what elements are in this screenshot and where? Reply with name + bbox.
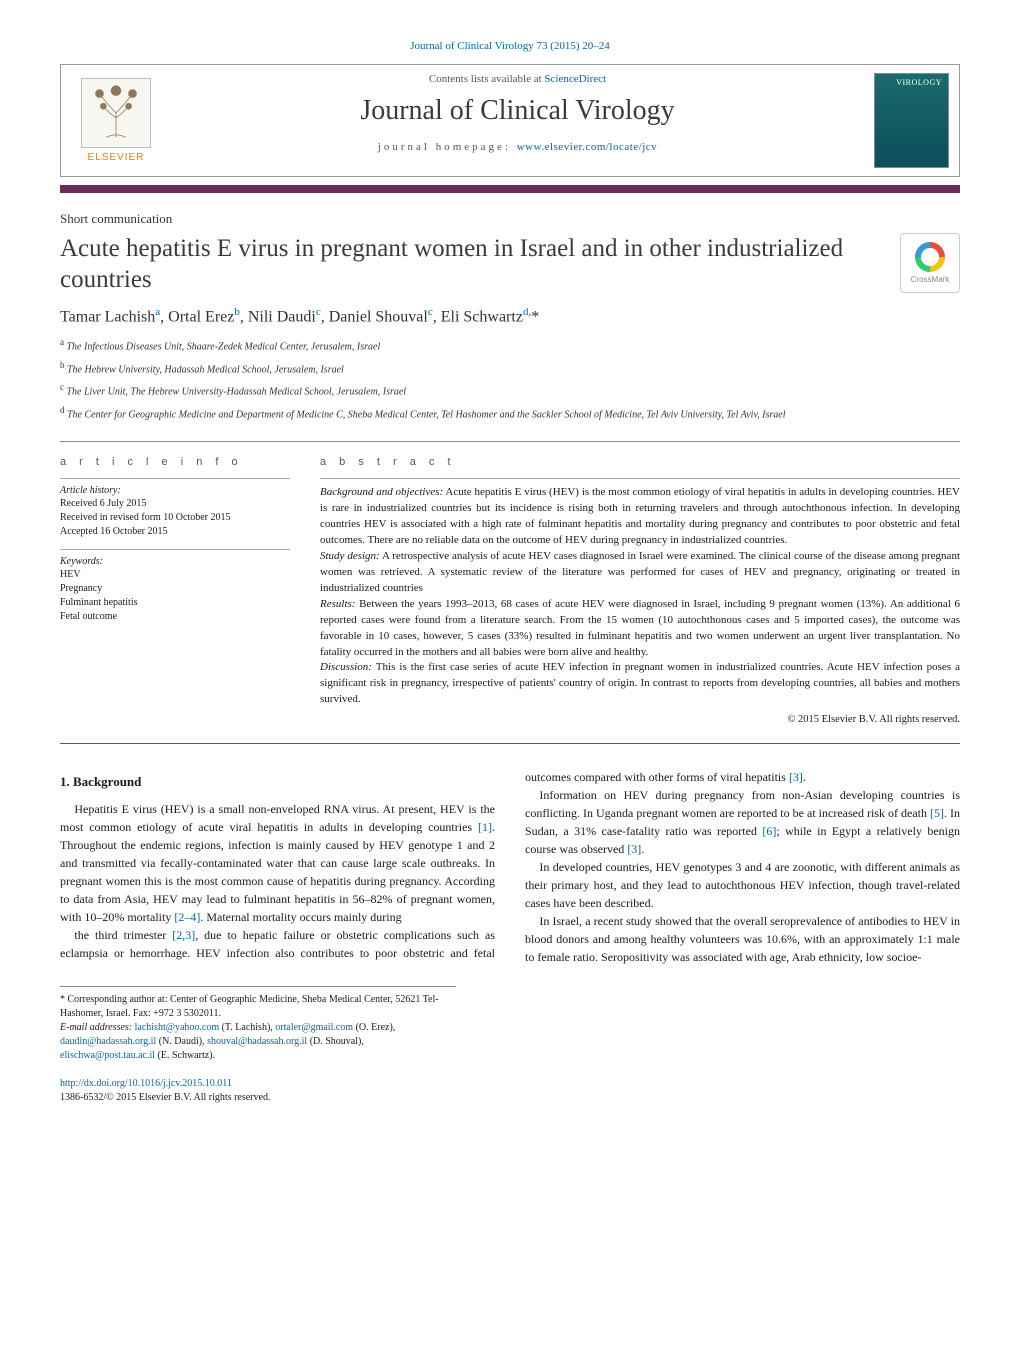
affiliation-line: d The Center for Geographic Medicine and… (60, 404, 960, 423)
history-label: Article history: (60, 485, 290, 496)
history-line: Accepted 16 October 2015 (60, 525, 290, 539)
history-line: Received in revised form 10 October 2015 (60, 511, 290, 525)
email-link[interactable]: shouval@hadassah.org.il (207, 1036, 307, 1047)
email-link[interactable]: lachisht@yahoo.com (135, 1022, 219, 1033)
article-info-header: a r t i c l e i n f o (60, 456, 290, 468)
elsevier-tree-icon (81, 78, 151, 148)
journal-homepage: journal homepage: www.elsevier.com/locat… (181, 141, 854, 153)
section-heading: 1. Background (60, 772, 495, 792)
footnote-block: * Corresponding author at: Center of Geo… (60, 986, 456, 1063)
divider (320, 478, 960, 479)
elsevier-wordmark: ELSEVIER (88, 152, 145, 163)
contents-available: Contents lists available at ScienceDirec… (181, 73, 854, 85)
email-link[interactable]: elischwa@post.tau.ac.il (60, 1050, 155, 1061)
journal-cover-thumbnail: VIROLOGY (874, 73, 949, 168)
journal-title: Journal of Clinical Virology (181, 95, 854, 127)
affiliation-line: b The Hebrew University, Hadassah Medica… (60, 359, 960, 378)
body-paragraph: Information on HEV during pregnancy from… (525, 786, 960, 858)
ref-link[interactable]: [1] (478, 820, 492, 834)
authors-line: Tamar Lachisha, Ortal Erezb, Nili Daudic… (60, 306, 960, 326)
article-title: Acute hepatitis E virus in pregnant wome… (60, 233, 888, 296)
email-link[interactable]: ortaler@gmail.com (275, 1022, 353, 1033)
ref-link[interactable]: [3] (789, 770, 803, 784)
crossmark-label: CrossMark (911, 275, 950, 284)
contents-prefix: Contents lists available at (429, 73, 544, 85)
ref-link[interactable]: [5] (930, 806, 944, 820)
elsevier-logo: ELSEVIER (61, 65, 171, 176)
body-text: 1. Background Hepatitis E virus (HEV) is… (60, 768, 960, 966)
email-addresses: E-mail addresses: lachisht@yahoo.com (T.… (60, 1021, 456, 1063)
body-paragraph: Hepatitis E virus (HEV) is a small non-e… (60, 800, 495, 926)
corresponding-author: * Corresponding author at: Center of Geo… (60, 993, 456, 1021)
abstract-column: a b s t r a c t Background and objective… (320, 456, 960, 725)
homepage-prefix: journal homepage: (378, 141, 517, 153)
history-line: Received 6 July 2015 (60, 497, 290, 511)
doi-block: http://dx.doi.org/10.1016/j.jcv.2015.10.… (60, 1077, 960, 1105)
cover-title: VIROLOGY (879, 78, 944, 87)
keyword: Fetal outcome (60, 610, 290, 624)
keyword: HEV (60, 568, 290, 582)
abstract-text: Background and objectives: Acute hepatit… (320, 485, 960, 708)
header-rule (60, 185, 960, 193)
keywords-label: Keywords: (60, 556, 290, 567)
body-paragraph: In developed countries, HEV genotypes 3 … (525, 858, 960, 912)
doi-link[interactable]: http://dx.doi.org/10.1016/j.jcv.2015.10.… (60, 1078, 232, 1089)
crossmark-badge[interactable]: CrossMark (900, 233, 960, 293)
abstract-header: a b s t r a c t (320, 456, 960, 468)
issn-copyright: 1386-6532/© 2015 Elsevier B.V. All right… (60, 1092, 270, 1103)
keyword: Pregnancy (60, 582, 290, 596)
divider (60, 441, 960, 442)
ref-link[interactable]: [3] (627, 842, 641, 856)
ref-link[interactable]: [6] (762, 824, 776, 838)
ref-link[interactable]: [2,3] (172, 928, 195, 942)
keyword: Fulminant hepatitis (60, 596, 290, 610)
divider (60, 743, 960, 744)
affiliation-line: a The Infectious Diseases Unit, Shaare-Z… (60, 336, 960, 355)
homepage-link[interactable]: www.elsevier.com/locate/jcv (517, 141, 657, 153)
journal-header-box: ELSEVIER Contents lists available at Sci… (60, 64, 960, 177)
sciencedirect-link[interactable]: ScienceDirect (544, 73, 606, 85)
body-paragraph: In Israel, a recent study showed that th… (525, 912, 960, 966)
crossmark-icon (915, 242, 945, 272)
ref-link[interactable]: [2–4] (174, 910, 200, 924)
affiliations: a The Infectious Diseases Unit, Shaare-Z… (60, 336, 960, 423)
abstract-copyright: © 2015 Elsevier B.V. All rights reserved… (320, 714, 960, 725)
article-info-column: a r t i c l e i n f o Article history: R… (60, 456, 290, 725)
affiliation-line: c The Liver Unit, The Hebrew University-… (60, 381, 960, 400)
header-citation: Journal of Clinical Virology 73 (2015) 2… (60, 40, 960, 52)
article-type: Short communication (60, 211, 960, 227)
email-link[interactable]: daudin@hadassah.org.il (60, 1036, 156, 1047)
